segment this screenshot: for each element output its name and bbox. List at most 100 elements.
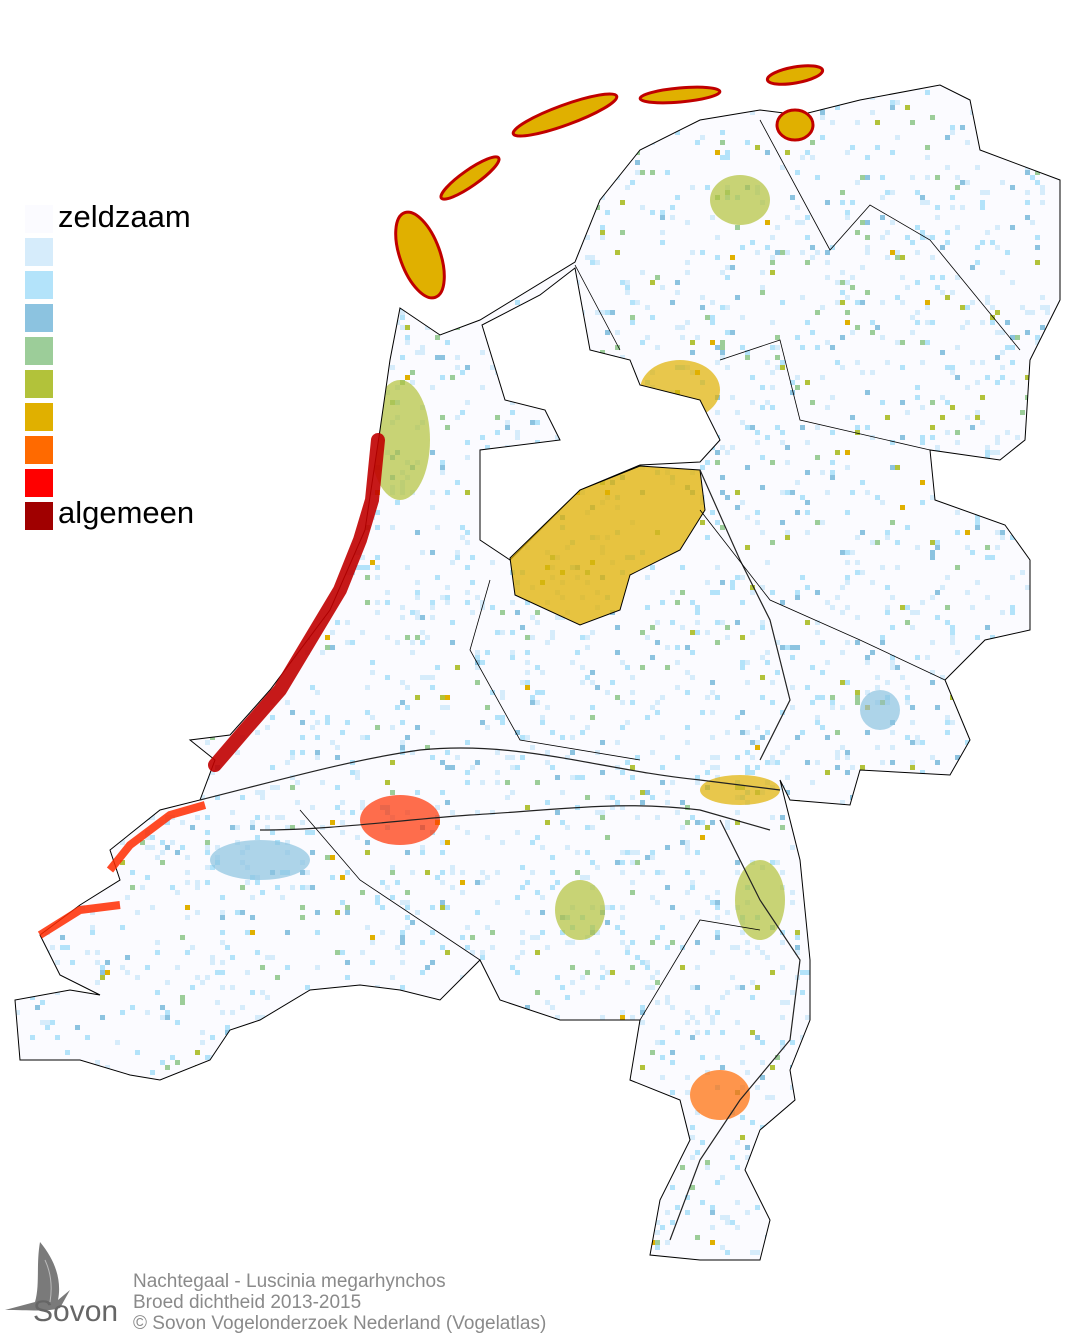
- density-cell: [390, 170, 395, 175]
- density-cell: [400, 930, 405, 935]
- density-cell: [290, 270, 295, 275]
- density-cell: [595, 310, 600, 315]
- density-cell: [400, 325, 405, 330]
- density-cell: [505, 280, 510, 285]
- density-cell: [865, 730, 870, 735]
- density-cell: [480, 1005, 485, 1010]
- density-cell: [955, 955, 960, 960]
- density-cell: [480, 880, 485, 885]
- density-cell: [890, 1225, 895, 1230]
- density-cell: [235, 470, 240, 475]
- density-cell: [895, 540, 900, 545]
- density-cell: [165, 1010, 170, 1015]
- density-cell: [705, 1010, 710, 1015]
- density-cell: [950, 290, 955, 295]
- density-cell: [730, 1155, 735, 1160]
- density-cell: [140, 460, 145, 465]
- density-cell: [365, 145, 370, 150]
- density-cell: [815, 590, 820, 595]
- density-cell: [1020, 635, 1025, 640]
- density-cell: [155, 565, 160, 570]
- density-cell: [810, 1020, 815, 1025]
- density-cell: [650, 170, 655, 175]
- density-cell: [890, 220, 895, 225]
- density-cell: [705, 825, 710, 830]
- density-cell: [0, 1210, 5, 1215]
- density-cell: [880, 175, 885, 180]
- density-cell: [925, 655, 930, 660]
- density-cell: [1000, 640, 1005, 645]
- density-cell: [340, 810, 345, 815]
- density-cell: [1010, 380, 1015, 385]
- density-cell: [445, 160, 450, 165]
- density-cell: [840, 1085, 845, 1090]
- density-cell: [580, 635, 585, 640]
- density-cell: [635, 1100, 640, 1105]
- density-cell: [790, 1125, 795, 1130]
- density-cell: [265, 1100, 270, 1105]
- density-cell: [890, 190, 895, 195]
- density-cell: [125, 550, 130, 555]
- density-cell: [1040, 305, 1045, 310]
- density-cell: [570, 1120, 575, 1125]
- density-cell: [320, 125, 325, 130]
- density-cell: [830, 75, 835, 80]
- density-cell: [160, 795, 165, 800]
- density-cell: [290, 275, 295, 280]
- density-cell: [455, 555, 460, 560]
- density-cell: [865, 835, 870, 840]
- density-cell: [220, 330, 225, 335]
- density-cell: [560, 735, 565, 740]
- density-cell: [425, 965, 430, 970]
- density-cell: [805, 970, 810, 975]
- density-cell: [305, 1105, 310, 1110]
- density-cell: [605, 1265, 610, 1270]
- density-cell: [330, 1185, 335, 1190]
- density-cell: [80, 870, 85, 875]
- density-cell: [900, 255, 905, 260]
- density-cell: [1040, 105, 1045, 110]
- density-cell: [925, 1115, 930, 1120]
- density-cell: [140, 465, 145, 470]
- density-cell: [1005, 430, 1010, 435]
- density-cell: [620, 725, 625, 730]
- density-cell: [260, 310, 265, 315]
- density-cell: [25, 190, 30, 195]
- density-cell: [895, 665, 900, 670]
- density-cell: [985, 820, 990, 825]
- density-cell: [705, 1260, 710, 1265]
- density-cell: [40, 730, 45, 735]
- density-cell: [655, 900, 660, 905]
- density-cell: [905, 235, 910, 240]
- density-cell: [650, 125, 655, 130]
- density-cell: [70, 485, 75, 490]
- density-cell: [170, 1055, 175, 1060]
- density-cell: [355, 1220, 360, 1225]
- density-cell: [875, 325, 880, 330]
- density-cell: [1045, 1250, 1050, 1255]
- density-cell: [125, 1145, 130, 1150]
- density-cell: [270, 65, 275, 70]
- density-cell: [705, 1160, 710, 1165]
- density-cell: [85, 1190, 90, 1195]
- density-cell: [150, 1215, 155, 1220]
- density-cell: [770, 860, 775, 865]
- density-cell: [885, 890, 890, 895]
- density-cell: [640, 340, 645, 345]
- density-cell: [240, 185, 245, 190]
- density-cell: [5, 85, 10, 90]
- density-cell: [690, 985, 695, 990]
- density-cell: [210, 70, 215, 75]
- density-cell: [125, 605, 130, 610]
- density-cell: [720, 995, 725, 1000]
- density-cell: [635, 955, 640, 960]
- density-cell: [815, 1210, 820, 1215]
- density-cell: [375, 1205, 380, 1210]
- density-cell: [915, 1135, 920, 1140]
- density-cell: [195, 910, 200, 915]
- density-cell: [245, 240, 250, 245]
- density-cell: [750, 770, 755, 775]
- density-cell: [125, 895, 130, 900]
- density-cell: [440, 945, 445, 950]
- density-cell: [425, 675, 430, 680]
